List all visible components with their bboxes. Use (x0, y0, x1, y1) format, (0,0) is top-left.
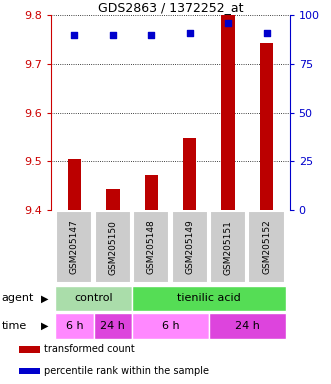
Text: 6 h: 6 h (66, 321, 83, 331)
Text: tienilic acid: tienilic acid (177, 293, 241, 303)
Point (149, 32, 154, 38)
Bar (260, 43, 273, 210)
Point (72, 32, 77, 38)
Text: time: time (2, 321, 27, 331)
Text: control: control (74, 293, 113, 303)
Point (187, 30, 192, 36)
Bar (68, 159, 81, 210)
FancyBboxPatch shape (133, 211, 169, 283)
FancyBboxPatch shape (209, 313, 286, 339)
Text: 6 h: 6 h (162, 321, 179, 331)
Text: percentile rank within the sample: percentile rank within the sample (44, 366, 209, 376)
Text: ▶: ▶ (41, 293, 48, 303)
Text: 24 h: 24 h (235, 321, 260, 331)
Text: GSM205152: GSM205152 (262, 220, 271, 275)
Bar (20, 368, 40, 374)
FancyBboxPatch shape (171, 211, 208, 283)
FancyBboxPatch shape (56, 211, 92, 283)
Text: ▶: ▶ (41, 321, 48, 331)
Text: GSM205150: GSM205150 (108, 220, 117, 275)
Bar (183, 138, 196, 210)
Bar (221, 15, 235, 210)
Text: 24 h: 24 h (100, 321, 125, 331)
Point (225, 20, 231, 26)
FancyBboxPatch shape (94, 313, 132, 339)
Text: GSM205151: GSM205151 (224, 220, 233, 275)
Bar (106, 189, 119, 210)
Text: GSM205149: GSM205149 (185, 220, 194, 275)
FancyBboxPatch shape (132, 286, 286, 311)
Point (264, 30, 269, 36)
FancyBboxPatch shape (210, 211, 246, 283)
Text: agent: agent (2, 293, 34, 303)
Text: GSM205148: GSM205148 (147, 220, 156, 275)
FancyBboxPatch shape (95, 211, 131, 283)
Title: GDS2863 / 1372252_at: GDS2863 / 1372252_at (98, 1, 243, 14)
Bar (145, 175, 158, 210)
FancyBboxPatch shape (55, 313, 94, 339)
Bar (20, 346, 40, 353)
Text: transformed count: transformed count (44, 344, 135, 354)
FancyBboxPatch shape (55, 286, 132, 311)
FancyBboxPatch shape (249, 211, 285, 283)
Text: GSM205147: GSM205147 (70, 220, 79, 275)
FancyBboxPatch shape (132, 313, 209, 339)
Point (110, 32, 116, 38)
